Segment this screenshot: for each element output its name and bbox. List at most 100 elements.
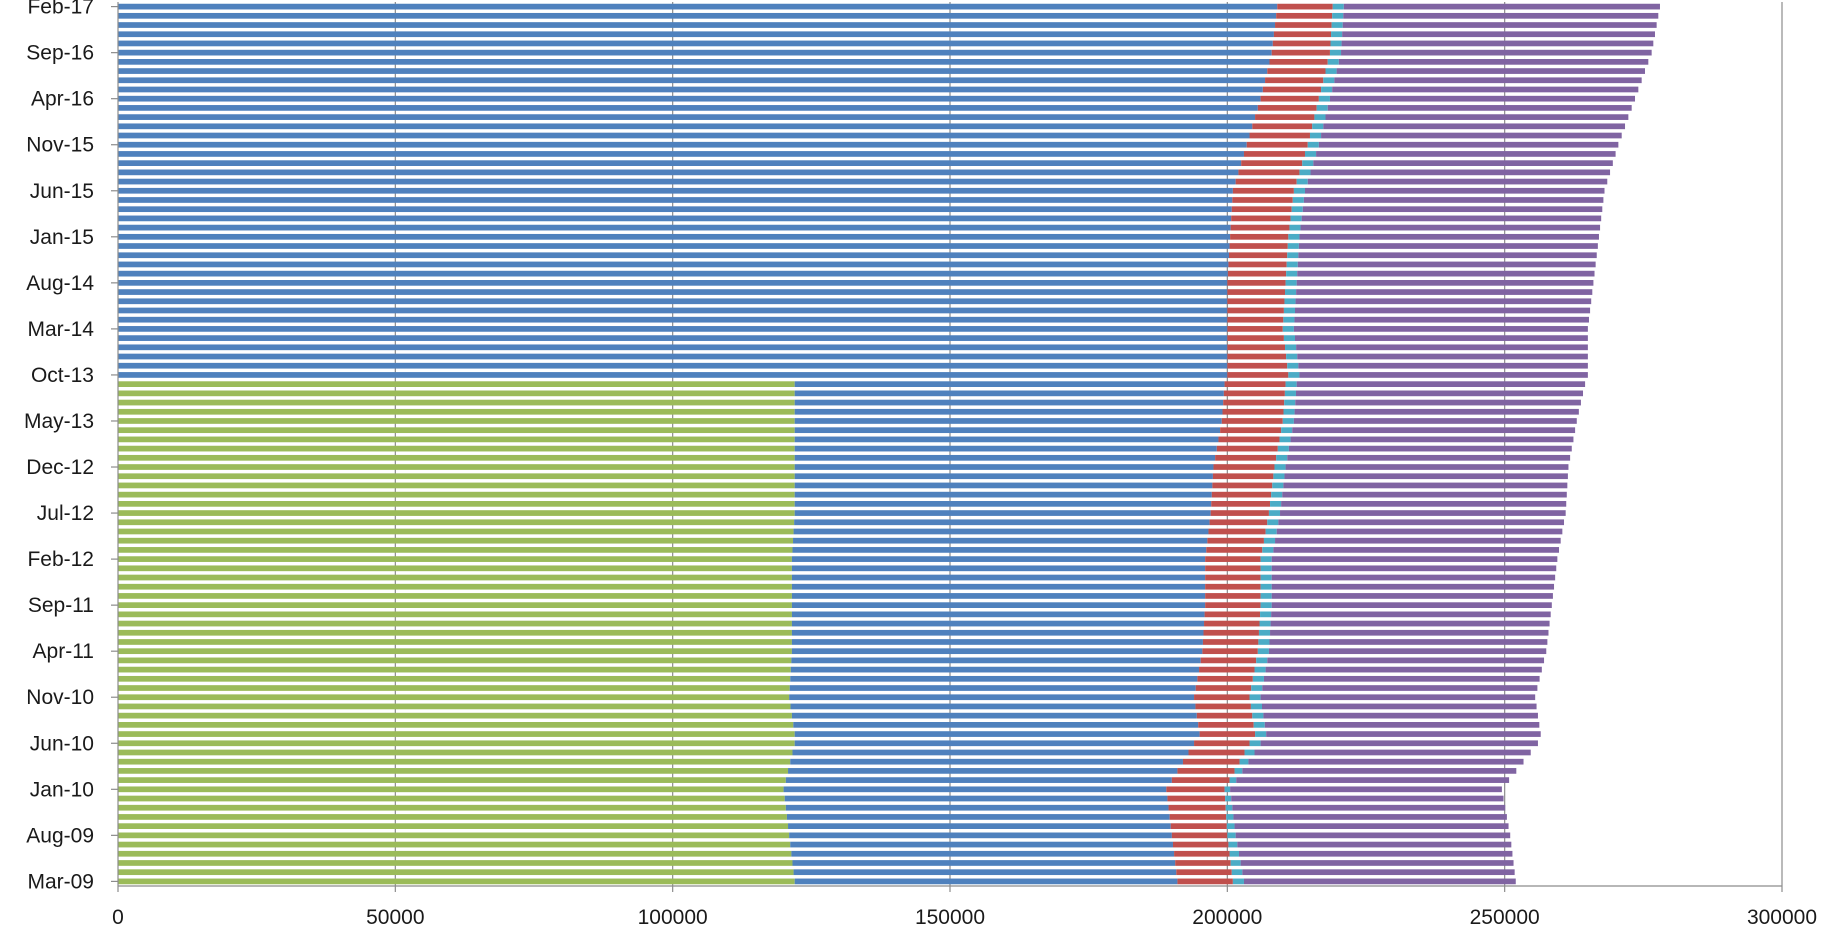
bar-segment-red [1227, 344, 1286, 351]
bar-segment-purple [1300, 224, 1601, 231]
bar-segment-green [118, 473, 795, 480]
y-tick-label: Feb-12 [27, 548, 94, 571]
bar-segment-red [1206, 547, 1263, 553]
bar-segment-green [118, 519, 795, 526]
bar-segment-green [118, 390, 795, 397]
bar-segment-green [118, 694, 790, 701]
bar-segment-cyan [1224, 786, 1231, 793]
bar-segment-cyan [1307, 141, 1319, 148]
bar-segment-green [118, 841, 791, 848]
bar-segment-red [1170, 823, 1227, 830]
bar-segment-green [118, 749, 793, 756]
bar-segment-cyan [1331, 31, 1343, 38]
bar-segment-cyan [1283, 307, 1296, 314]
y-tick-label: Jan-10 [30, 778, 94, 801]
bar-segment-red [1277, 3, 1333, 10]
bar-segment-red [1252, 123, 1313, 130]
bar-segment-red [1243, 151, 1305, 157]
bar-segment-purple [1271, 583, 1555, 590]
bar-segment-purple [1334, 77, 1642, 84]
bar-segment-blue [118, 169, 1239, 176]
bar-segment-red [1216, 445, 1278, 452]
bar-segment-blue [784, 795, 1168, 802]
bar-segment-cyan [1286, 270, 1298, 277]
bar-segment-purple [1271, 611, 1551, 618]
bar-segment-purple [1301, 215, 1602, 222]
bar-segment-cyan [1260, 611, 1272, 618]
bar-segment-cyan [1252, 675, 1264, 682]
bar-segment-blue [118, 279, 1228, 286]
bar-segment-cyan [1282, 326, 1294, 332]
bar-segment-purple [1230, 786, 1502, 793]
bar-segment-red [1194, 694, 1250, 701]
tick-labels: 0 50000 100000 150000 200000 250000 300000 Mar-… [24, 0, 1817, 929]
bar-segment-blue [791, 657, 1201, 664]
bar-segment-red [1231, 215, 1291, 222]
x-tick-label: 200000 [1192, 906, 1262, 929]
bar-segment-blue [793, 528, 1209, 535]
x-tick-label: 150000 [915, 906, 985, 929]
bar-segment-red [1246, 141, 1308, 148]
bar-segment-red [1211, 491, 1272, 498]
bar-segment-green [118, 556, 792, 562]
bar-segment-green [118, 574, 792, 581]
bar-segment-cyan [1283, 335, 1296, 341]
bar-segment-purple [1323, 123, 1626, 130]
bar-segment-cyan [1279, 436, 1291, 443]
bar-segment-cyan [1283, 408, 1295, 415]
bar-segment-purple [1262, 703, 1537, 710]
bar-segment-red [1204, 620, 1260, 627]
bar-segment-blue [794, 510, 1211, 516]
bar-segment-cyan [1288, 233, 1300, 240]
bar-segment-purple [1297, 353, 1588, 360]
bar-segment-blue [118, 298, 1228, 305]
bar-segment-blue [788, 768, 1178, 774]
bar-segment-blue [794, 445, 1217, 452]
bar-segment-red [1182, 758, 1240, 765]
bar-segment-cyan [1226, 814, 1234, 820]
bar-segment-red [1227, 335, 1284, 341]
bar-segment-blue [118, 114, 1256, 120]
y-tick-label: Mar-09 [27, 870, 94, 893]
bar-segment-purple [1292, 427, 1576, 434]
bar-segment-purple [1316, 151, 1616, 157]
bar-segment-green [118, 454, 795, 461]
bar-segment-cyan [1287, 362, 1299, 369]
bar-segment-red [1172, 841, 1229, 848]
y-tick-label: Nov-15 [26, 134, 94, 157]
bar-segment-purple [1310, 169, 1611, 176]
bar-segment-blue [783, 786, 1167, 793]
y-tick-label: Jan-15 [30, 226, 94, 249]
bar-segment-green [118, 712, 792, 719]
bar-segment-green [118, 602, 792, 609]
bar-segment-cyan [1291, 206, 1303, 213]
bar-segment-cyan [1251, 685, 1263, 691]
bar-segment-green [118, 510, 795, 516]
bar-segment-purple [1231, 795, 1504, 802]
bar-segment-green [118, 795, 785, 802]
bar-segment-blue [791, 611, 1205, 618]
bar-segment-red [1223, 390, 1285, 397]
bar-segment-green [118, 500, 795, 507]
bar-segment-green [118, 565, 792, 572]
bar-segment-purple [1290, 436, 1574, 443]
bar-segment-red [1169, 814, 1227, 820]
bar-segment-purple [1318, 141, 1619, 148]
bar-segment-blue [794, 436, 1219, 443]
bar-segment-cyan [1249, 694, 1261, 701]
bar-segment-blue [118, 252, 1229, 259]
bar-segment-cyan [1325, 68, 1337, 74]
bar-segment-blue [791, 850, 1175, 857]
bar-segment-cyan [1289, 224, 1301, 231]
bar-segment-cyan [1244, 749, 1255, 756]
bar-segment-red [1210, 510, 1269, 516]
y-tick-label: Feb-17 [27, 0, 94, 19]
bar-segment-blue [791, 565, 1206, 572]
y-tick-label: Jul-12 [37, 502, 94, 525]
bar-segment-green [118, 547, 793, 553]
bar-segment-blue [792, 860, 1176, 866]
bar-segment-red [1199, 666, 1255, 673]
bar-segment-red [1198, 721, 1254, 728]
bar-segment-green [118, 832, 790, 839]
